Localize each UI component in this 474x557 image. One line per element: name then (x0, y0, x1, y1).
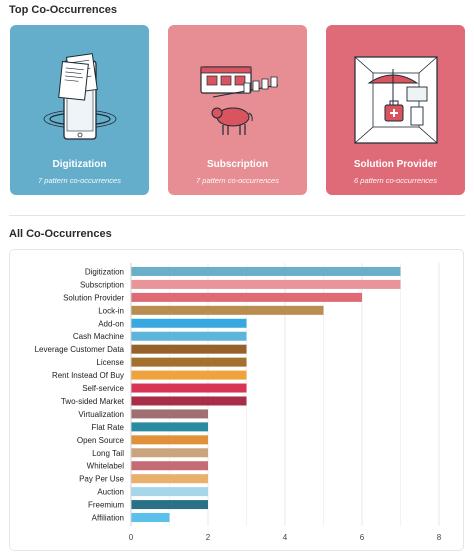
tablet-documents-icon (10, 37, 149, 155)
card-subtitle: 6 pattern co-occurrences (354, 176, 437, 185)
category-label: Self-service (82, 384, 124, 393)
bar (131, 344, 247, 354)
card-subtitle: 7 pattern co-occurrences (38, 176, 121, 185)
bar (131, 409, 208, 419)
top-co-occurrences-heading: Top Co-Occurrences (9, 4, 117, 16)
bar (131, 331, 247, 341)
x-tick-label: 4 (283, 533, 288, 542)
category-label: Two-sided Market (61, 397, 125, 406)
x-tick-label: 2 (206, 533, 211, 542)
bar (131, 474, 208, 484)
all-co-occurrences-heading: All Co-Occurrences (9, 228, 112, 240)
card-solution-provider[interactable]: Solution Provider 6 pattern co-occurrenc… (326, 25, 465, 195)
shop-kiosk-icon (326, 37, 465, 155)
category-label: License (96, 358, 124, 367)
category-label: Solution Provider (63, 293, 124, 302)
category-label: Affiliation (92, 514, 124, 523)
category-label: Pay Per Use (79, 475, 124, 484)
card-title: Digitization (52, 159, 107, 170)
bar (131, 357, 247, 367)
category-label: Virtualization (78, 410, 124, 419)
bar (131, 396, 247, 406)
category-label: Cash Machine (73, 332, 125, 341)
category-label: Add-on (98, 319, 124, 328)
category-label: Freemium (88, 501, 124, 510)
bar (131, 266, 401, 276)
bar (131, 383, 247, 393)
category-label: Whitelabel (87, 462, 125, 471)
category-label: Subscription (80, 280, 124, 289)
bar (131, 318, 247, 328)
co-occurrence-chart-panel: 0 2 4 6 8 Digitization Subscription Solution Pr… (9, 249, 464, 551)
category-label: Leverage Customer Data (35, 345, 125, 354)
category-label: Digitization (85, 267, 124, 276)
card-title: Solution Provider (353, 159, 438, 170)
co-occurrence-bar-chart: 0 2 4 6 8 Digitization Subscription Solution Pr… (35, 263, 442, 542)
bar (131, 435, 208, 445)
card-subtitle: 7 pattern co-occurrences (196, 176, 279, 185)
card-digitization[interactable]: Digitization 7 pattern co-occurrences (10, 25, 149, 195)
bar (131, 487, 208, 497)
category-label: Lock-in (98, 306, 124, 315)
x-tick-label: 8 (437, 533, 442, 542)
bar (131, 292, 362, 302)
bar (131, 305, 324, 315)
category-label: Flat Rate (92, 423, 125, 432)
bar (131, 448, 208, 458)
category-label: Auction (97, 488, 124, 497)
section-divider (9, 215, 465, 216)
bar (131, 513, 170, 523)
bar (131, 422, 208, 432)
category-label: Open Source (77, 436, 125, 445)
x-tick-label: 0 (129, 533, 134, 542)
milk-delivery-cow-icon (168, 37, 307, 155)
bar (131, 500, 208, 510)
card-title: Subscription (206, 159, 269, 170)
bar (131, 461, 208, 471)
bar (131, 279, 401, 289)
category-label: Long Tail (92, 449, 124, 458)
bar (131, 370, 247, 380)
x-tick-label: 6 (360, 533, 365, 542)
card-subscription[interactable]: Subscription 7 pattern co-occurrences (168, 25, 307, 195)
category-label: Rent Instead Of Buy (52, 371, 124, 380)
